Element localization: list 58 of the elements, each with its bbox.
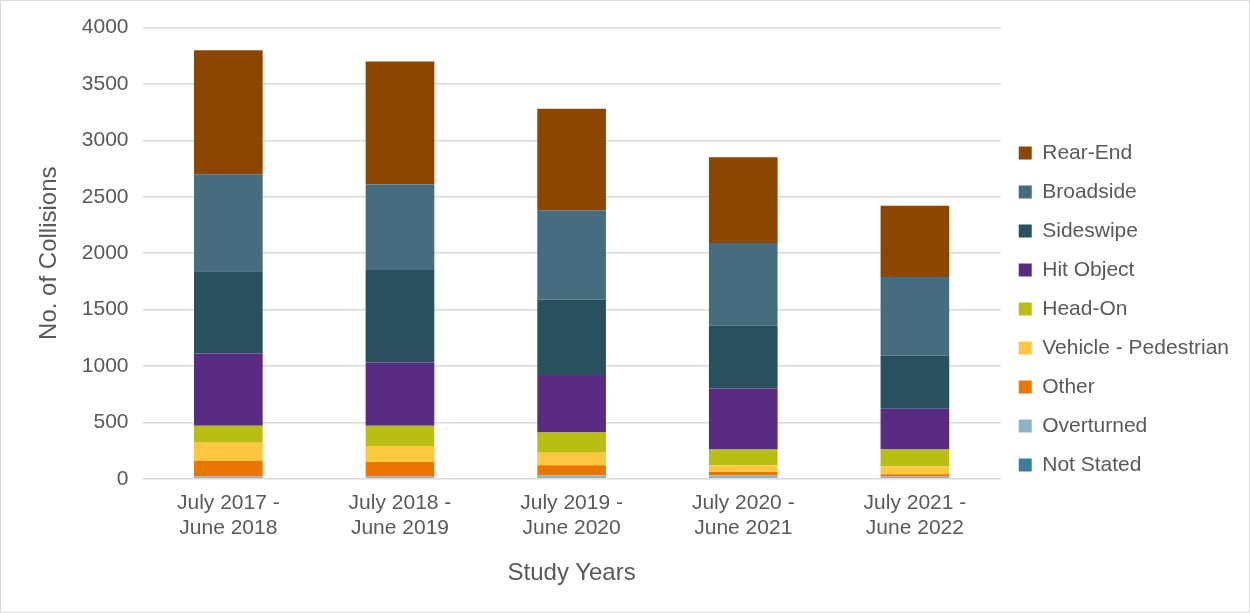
bar [194, 442, 263, 461]
bar [708, 243, 778, 326]
bar [708, 157, 778, 244]
legend-label: Head-On [1042, 295, 1128, 319]
y-tick-label: 3500 [81, 70, 129, 94]
x-tick-label: July 2019 - June 2020 [520, 490, 623, 539]
x-tick-label: July 2017 - June 2018 [176, 490, 280, 539]
bar [537, 210, 606, 300]
bar [194, 174, 263, 272]
legend-label: Sideswipe [1042, 217, 1138, 241]
bar [194, 50, 263, 175]
bar [537, 108, 606, 211]
legend-label: Rear-End [1042, 139, 1133, 163]
legend-label: Other [1042, 373, 1095, 397]
bar [880, 449, 950, 467]
bar [708, 325, 778, 389]
bar [880, 205, 950, 277]
bar [708, 388, 778, 450]
x-tick-label: July 2018 - June 2019 [348, 490, 452, 539]
bar [537, 375, 606, 433]
bar [365, 425, 435, 447]
bar [365, 61, 435, 185]
bar [708, 465, 778, 473]
bar [880, 408, 950, 450]
bar [880, 355, 950, 409]
x-axis-title: Study Years [507, 558, 636, 586]
legend-label: Vehicle - Pedestrian [1042, 334, 1230, 358]
legend-label: Hit Object [1042, 256, 1135, 280]
y-tick-label: 2500 [81, 183, 129, 207]
legend-label: Broadside [1042, 178, 1137, 202]
legend-label: Not Stated [1042, 451, 1142, 475]
y-tick-label: 3000 [81, 127, 129, 151]
bar [708, 449, 778, 466]
bar [365, 184, 435, 271]
x-tick-label: July 2020 - June 2021 [691, 490, 795, 539]
bar [537, 465, 606, 476]
bar [880, 466, 950, 475]
legend-label: Overturned [1042, 412, 1148, 436]
bar [537, 432, 606, 453]
y-tick-label: 500 [93, 409, 129, 433]
y-tick-label: 1000 [81, 352, 129, 376]
y-tick-label: 0 [116, 465, 129, 489]
bar [365, 270, 435, 363]
bar [194, 425, 263, 443]
bar [365, 362, 435, 426]
x-tick-label: July 2021 - June 2022 [863, 490, 967, 539]
bar [365, 446, 435, 462]
bar [537, 299, 606, 376]
bar [365, 461, 435, 477]
y-tick-label: 4000 [81, 14, 129, 38]
bar [880, 276, 950, 356]
bar [194, 460, 263, 477]
bar [194, 271, 263, 354]
y-tick-label: 1500 [81, 296, 129, 320]
y-tick-label: 2000 [81, 240, 129, 263]
y-axis-title: No. of Collisions [34, 166, 62, 340]
bar [537, 452, 606, 466]
bar [194, 353, 263, 426]
